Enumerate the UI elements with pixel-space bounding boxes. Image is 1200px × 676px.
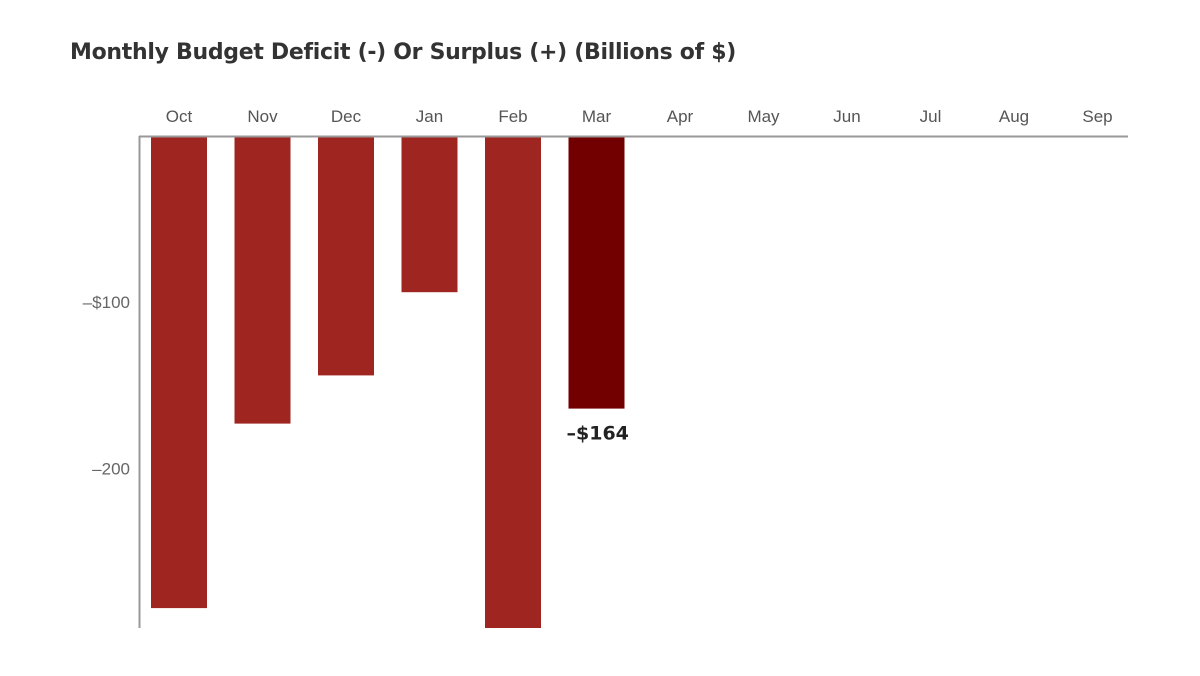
bar-dec [318,136,374,376]
month-label-jan: Jan [416,107,443,126]
value-label-mar: –$164 [567,423,629,445]
bar-mar [568,136,625,409]
labels-layer: Oct Nov Dec Jan Feb Mar Apr May Jun Jul Aug Sep –$10… [83,107,1113,478]
month-label-may: May [747,107,780,126]
month-label-jun: Jun [833,107,860,126]
y-tick-label: –200 [92,459,130,478]
month-label-jul: Jul [920,107,942,126]
month-label-dec: Dec [331,107,362,126]
y-tick-label: –$100 [83,293,130,312]
month-label-nov: Nov [247,107,278,126]
bar-nov [234,136,291,424]
month-label-oct: Oct [166,107,193,126]
chart-title: Monthly Budget Deficit (-) Or Surplus (+… [70,40,736,65]
bar-oct [151,136,207,609]
bars-layer [151,136,625,628]
month-label-feb: Feb [498,107,527,126]
bar-feb [485,136,541,628]
axis-layer [138,135,1128,628]
month-label-mar: Mar [582,107,612,126]
month-label-sep: Sep [1082,107,1112,126]
month-label-aug: Aug [999,107,1029,126]
month-label-apr: Apr [667,107,694,126]
bar-jan [401,136,458,293]
